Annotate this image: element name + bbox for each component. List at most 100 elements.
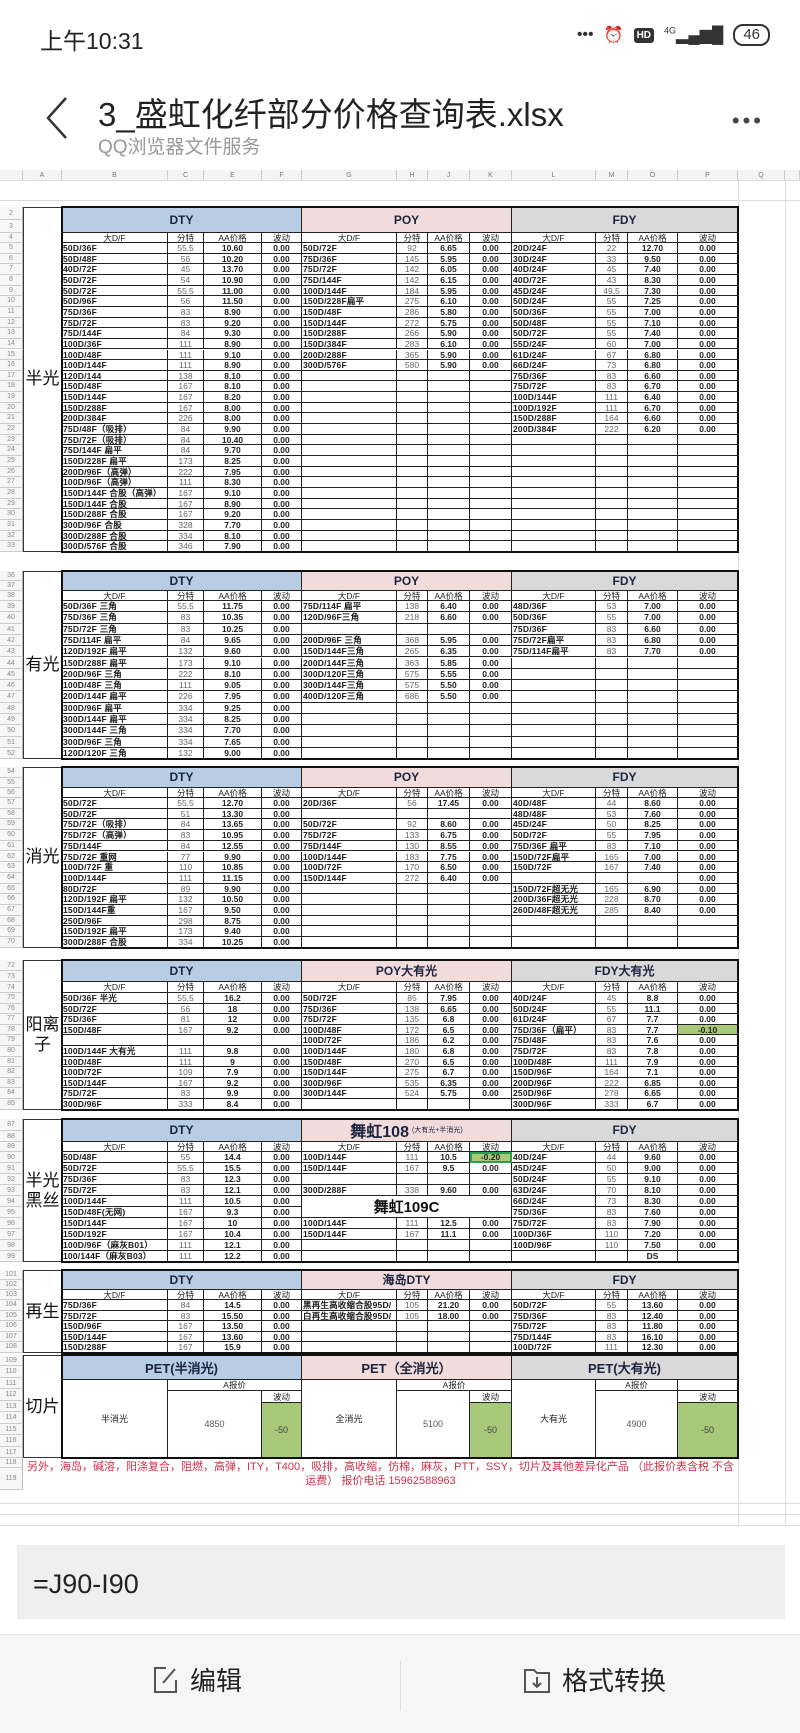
empty-cell[interactable] [397, 541, 428, 552]
empty-cell[interactable] [302, 424, 397, 435]
dtex-cell[interactable]: 270 [397, 1056, 428, 1068]
change-cell[interactable]: 0.00 [678, 349, 738, 361]
empty-cell[interactable] [302, 509, 397, 520]
price-cell[interactable]: 13.65 [204, 819, 262, 831]
change-cell[interactable]: 0.00 [262, 1251, 302, 1262]
price-cell[interactable]: 8.25 [204, 456, 262, 467]
price-cell[interactable]: 7.00 [628, 338, 678, 350]
change-cell[interactable]: 0.00 [678, 1240, 738, 1251]
dtex-cell[interactable]: 278 [596, 1088, 628, 1099]
change-cell[interactable]: 0.00 [262, 530, 302, 542]
spec-cell[interactable]: 61D/24F [512, 349, 596, 361]
change-cell[interactable]: 0.00 [470, 634, 512, 647]
empty-cell[interactable] [428, 445, 470, 456]
price-cell[interactable]: 15.9 [204, 1342, 262, 1353]
change-cell[interactable]: 0.00 [470, 872, 512, 884]
empty-cell[interactable] [596, 530, 628, 542]
price-cell[interactable]: 12.55 [204, 840, 262, 852]
change-cell[interactable]: 0.00 [262, 1196, 302, 1207]
dtex-cell[interactable]: 186 [397, 1035, 428, 1046]
dtex-cell[interactable] [596, 872, 628, 884]
empty-cell[interactable] [628, 509, 678, 520]
change-cell[interactable]: 0.00 [470, 349, 512, 361]
price-cell[interactable]: 6.2 [428, 1035, 470, 1046]
empty-cell[interactable] [628, 519, 678, 531]
change-cell[interactable]: 0.00 [678, 1174, 738, 1185]
dtex-cell[interactable]: 73 [596, 360, 628, 371]
price-cell[interactable]: 9 [204, 1056, 262, 1068]
dtex-cell[interactable]: 55 [596, 296, 628, 307]
dtex-cell[interactable]: 167 [168, 1024, 204, 1036]
empty-cell[interactable] [512, 456, 596, 467]
row-number[interactable]: 68 [0, 915, 23, 927]
row-number[interactable]: 27 [0, 477, 23, 488]
price-cell[interactable]: 9.60 [628, 1152, 678, 1163]
row-number[interactable]: 29 [0, 498, 23, 510]
row-number[interactable]: 10 [0, 296, 23, 307]
price-cell[interactable]: 10.60 [204, 243, 262, 254]
spec-cell[interactable]: 200D/288F [302, 349, 397, 361]
empty-cell[interactable] [428, 725, 470, 737]
change-cell[interactable]: -0.20 [470, 1152, 512, 1163]
change-cell[interactable]: 0.00 [262, 725, 302, 737]
spec-cell[interactable]: 75D/72F [302, 1014, 397, 1025]
change-cell[interactable]: 0.00 [678, 808, 738, 820]
row-number[interactable]: 43 [0, 646, 23, 658]
dtex-cell[interactable]: 138 [397, 601, 428, 613]
empty-cell[interactable] [678, 736, 738, 748]
empty-cell[interactable] [302, 498, 397, 510]
spec-cell[interactable]: 75D/36F [512, 370, 596, 382]
empty-cell[interactable] [470, 725, 512, 737]
change-cell[interactable]: 0.00 [262, 338, 302, 350]
change-cell[interactable]: 0.00 [262, 1229, 302, 1240]
empty-cell[interactable] [428, 498, 470, 510]
empty-cell[interactable] [678, 657, 738, 669]
dtex-cell[interactable]: 265 [397, 646, 428, 658]
dtex-cell[interactable]: 83 [596, 634, 628, 647]
dtex-cell[interactable]: 183 [397, 851, 428, 863]
row-number[interactable]: 39 [0, 601, 23, 613]
change-cell[interactable]: 0.00 [262, 1310, 302, 1322]
row-number[interactable]: 17 [0, 370, 23, 382]
empty-cell[interactable] [302, 1099, 397, 1110]
price-cell[interactable]: 6.05 [428, 264, 470, 275]
empty-cell[interactable] [678, 691, 738, 703]
price-cell[interactable]: 7.60 [628, 1207, 678, 1218]
spec-cell[interactable]: 150D/144F三角 [302, 646, 397, 658]
change-cell[interactable]: 0.00 [678, 894, 738, 905]
spec-cell[interactable]: 300D/144F [302, 1088, 397, 1099]
spec-cell[interactable]: 200D/384F [512, 424, 596, 435]
dtex-cell[interactable]: 363 [397, 657, 428, 669]
change-cell[interactable]: 0.00 [470, 1229, 512, 1240]
change-cell[interactable]: 0.00 [678, 1321, 738, 1332]
price-cell[interactable]: 8.90 [204, 498, 262, 510]
spec-cell[interactable]: 150D/144F [302, 1067, 397, 1078]
price-cell[interactable]: 9.10 [204, 657, 262, 669]
empty-cell[interactable] [512, 725, 596, 737]
spec-cell[interactable]: 白再生高收缩合股95D/ [302, 1310, 397, 1322]
spec-cell[interactable]: 100D/48F [62, 349, 168, 361]
empty-cell[interactable] [512, 445, 596, 456]
spec-cell[interactable]: 40D/24F [512, 264, 596, 275]
price-cell[interactable]: 6.80 [628, 349, 678, 361]
empty-cell[interactable] [470, 702, 512, 714]
spec-cell[interactable]: 120D/96F三角 [302, 612, 397, 624]
price-cell[interactable]: 8.30 [628, 274, 678, 286]
spec-cell[interactable]: 200D/96F [512, 1077, 596, 1089]
price-cell[interactable]: 9.3 [204, 1207, 262, 1218]
empty-cell[interactable] [512, 657, 596, 669]
change-cell[interactable] [470, 1240, 512, 1251]
spec-cell[interactable]: 150D/96F [512, 1067, 596, 1078]
row-number[interactable]: 83 [0, 1077, 23, 1089]
row-number[interactable]: 36 [0, 571, 23, 581]
spec-cell[interactable]: 150D/144F [62, 1218, 168, 1229]
price-cell[interactable]: 7.00 [628, 306, 678, 318]
dtex-cell[interactable]: 83 [596, 1207, 628, 1218]
change-cell[interactable]: 0.00 [678, 424, 738, 435]
price-cell[interactable] [204, 1035, 262, 1046]
row-number[interactable]: 25 [0, 456, 23, 467]
price-cell[interactable]: 7.9 [628, 1056, 678, 1068]
change-cell[interactable]: 0.00 [262, 1342, 302, 1353]
change-cell[interactable]: 0.00 [262, 851, 302, 863]
empty-cell[interactable] [397, 1342, 428, 1353]
